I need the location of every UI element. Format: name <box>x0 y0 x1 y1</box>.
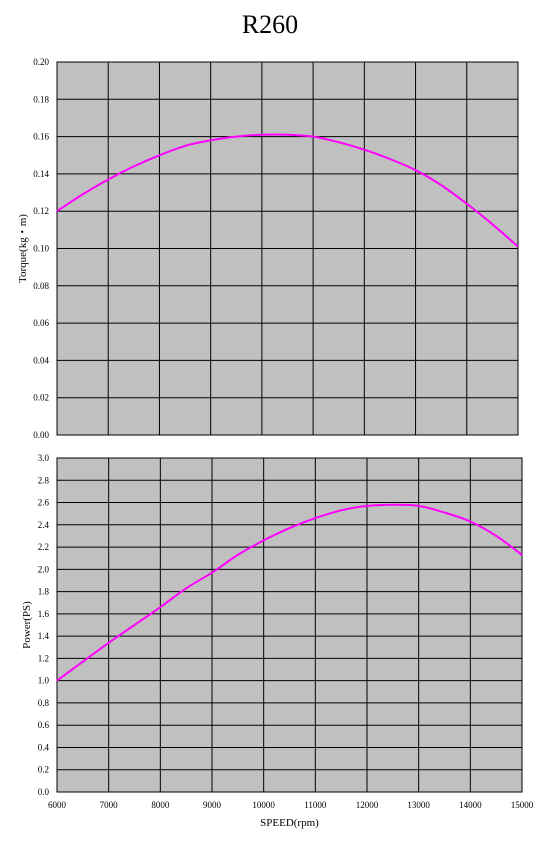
power-y-tick-label: 2.4 <box>38 520 50 530</box>
torque-y-tick-label: 0.06 <box>33 318 49 328</box>
torque-y-tick-label: 0.14 <box>33 169 49 179</box>
power-y-tick-label: 2.8 <box>38 475 50 485</box>
power-x-tick-label: 14000 <box>459 800 482 810</box>
power-chart: 0.0 0.2 0.4 0.6 0.8 1.0 1.2 1.4 1.6 1.8 2.0 2.2 2.4 2… <box>21 453 534 829</box>
power-x-tick-label: 6000 <box>48 800 67 810</box>
power-y-axis-label: Power(PS) <box>21 601 33 649</box>
power-y-tick-label: 0.8 <box>38 698 50 708</box>
power-y-tick-label: 1.6 <box>38 609 50 619</box>
power-plot-area <box>56 457 523 793</box>
power-x-tick-label: 9000 <box>203 800 222 810</box>
power-y-tick-label: 1.4 <box>38 631 50 641</box>
power-x-tick-label: 13000 <box>407 800 430 810</box>
power-series-line <box>56 503 523 682</box>
power-x-tick-label: 12000 <box>356 800 379 810</box>
torque-y-tick-label: 0.16 <box>33 132 49 142</box>
power-y-tick-label: 0.6 <box>38 720 50 730</box>
power-y-tick-label: 1.8 <box>38 587 50 597</box>
power-x-tick-label: 11000 <box>304 800 327 810</box>
torque-y-axis-label: Torque(kg・m) <box>17 214 29 283</box>
power-y-tick-label: 1.0 <box>38 676 50 686</box>
torque-y-tick-label: 0.18 <box>33 94 49 104</box>
torque-y-tick-label: 0.10 <box>33 244 49 254</box>
power-y-tick-label: 0.0 <box>38 787 50 797</box>
power-y-tick-label: 0.4 <box>38 742 50 752</box>
torque-series-line <box>56 133 519 248</box>
torque-y-tick-label: 0.20 <box>33 57 49 67</box>
torque-y-tick-label: 0.00 <box>33 430 49 440</box>
power-x-tick-label: 7000 <box>100 800 119 810</box>
power-x-axis-label: SPEED(rpm) <box>260 817 319 829</box>
power-y-tick-label: 1.2 <box>38 653 49 663</box>
power-y-tick-label: 2.2 <box>38 542 49 552</box>
torque-chart: 0.00 0.02 0.04 0.06 0.08 0.10 0.12 0.14 0.16 0.18… <box>17 57 519 440</box>
power-y-tick-label: 2.0 <box>38 564 50 574</box>
torque-y-tick-label: 0.04 <box>33 355 49 365</box>
torque-y-tick-label: 0.02 <box>33 393 49 403</box>
power-y-tick-label: 2.6 <box>38 498 50 508</box>
power-x-tick-label: 10000 <box>252 800 275 810</box>
torque-y-tick-label: 0.08 <box>33 281 49 291</box>
power-y-tick-label: 3.0 <box>38 453 50 463</box>
power-x-tick-label: 15000 <box>511 800 534 810</box>
chart-title: R260 <box>241 10 299 39</box>
power-x-tick-label: 8000 <box>151 800 170 810</box>
torque-y-tick-label: 0.12 <box>33 206 49 216</box>
power-y-tick-label: 0.2 <box>38 765 49 775</box>
